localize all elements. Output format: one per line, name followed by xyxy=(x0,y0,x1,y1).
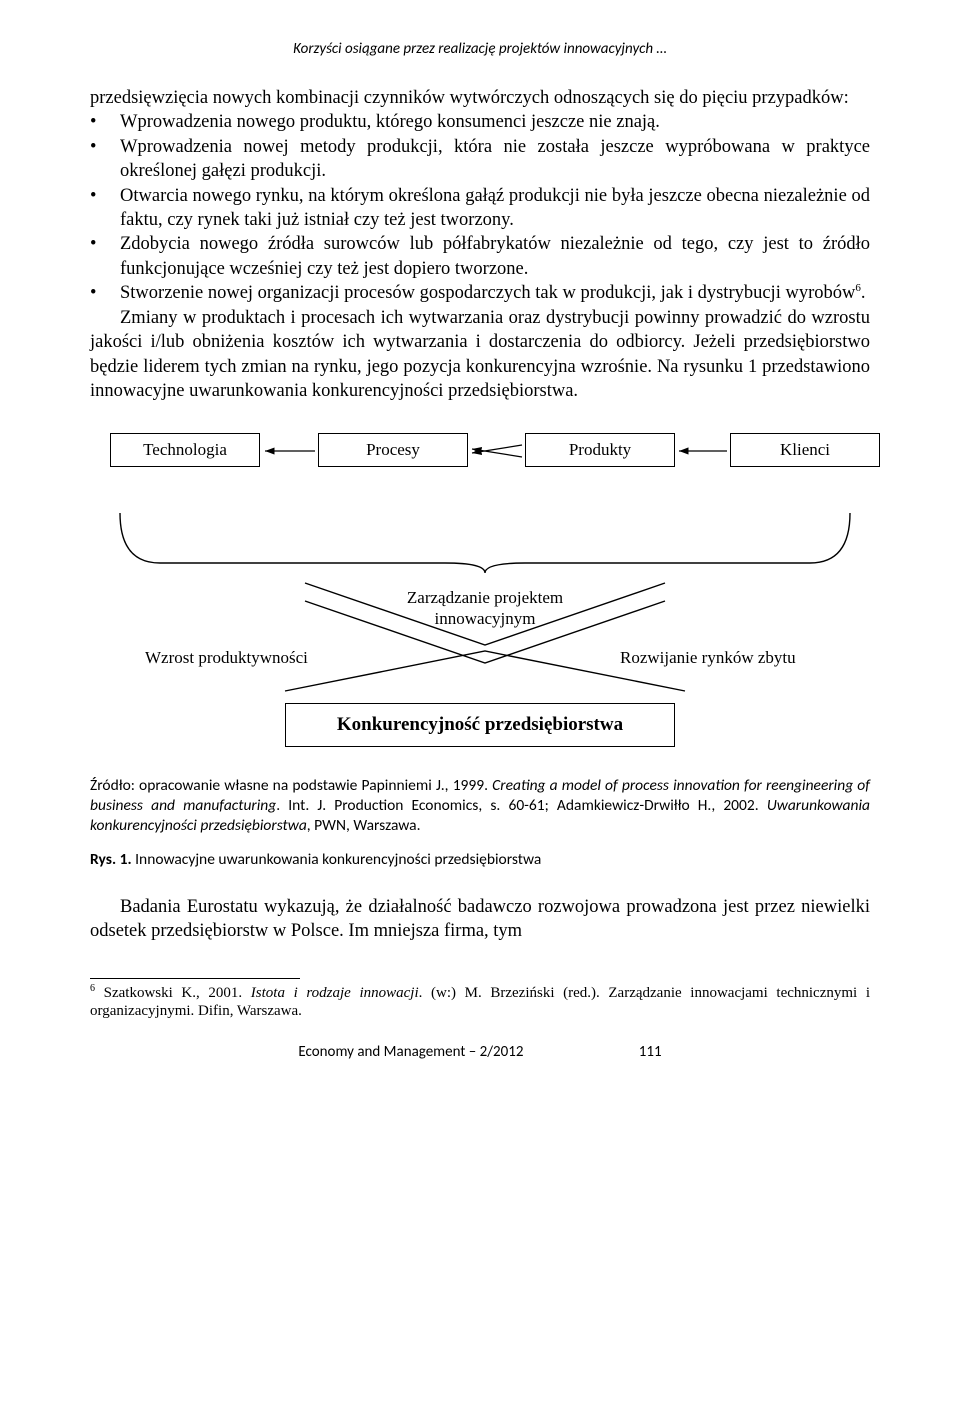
diagram-left-label: Wzrost produktywności xyxy=(145,648,308,668)
bullet-text: Stworzenie nowej organizacji procesów go… xyxy=(120,283,855,303)
after-figure-text: Badania Eurostatu wykazują, że działalno… xyxy=(90,895,870,944)
diagram-node-technologia: Technologia xyxy=(110,433,260,467)
footer-journal: Economy and Management – 2/2012 xyxy=(298,1043,523,1061)
footer-page-number: 111 xyxy=(639,1043,662,1061)
bullet-item: Wprowadzenia nowej metody produkcji, któ… xyxy=(90,135,870,184)
bullet-item: Stworzenie nowej organizacji procesów go… xyxy=(90,281,870,306)
footnote-italic: Istota i rodzaje innowacji xyxy=(251,985,419,1001)
figure-source: Źródło: opracowanie własne na podstawie … xyxy=(90,776,870,835)
figure-label: Rys. 1. xyxy=(90,850,132,869)
bullet-list: Wprowadzenia nowego produktu, którego ko… xyxy=(90,110,870,305)
after-figure-paragraph: Badania Eurostatu wykazują, że działalno… xyxy=(90,895,870,944)
diagram-mid-label: Zarządzanie projektem innowacyjnym xyxy=(385,588,585,629)
diagram-node-procesy: Procesy xyxy=(318,433,468,467)
running-header: Korzyści osiągane przez realizację proje… xyxy=(90,40,870,58)
bullet-item: Otwarcia nowego rynku, na którym określo… xyxy=(90,184,870,233)
footnote: 6 Szatkowski K., 2001. Istota i rodzaje … xyxy=(90,983,870,1022)
figure-caption-text: Innowacyjne uwarunkowania konkurencyjnoś… xyxy=(132,850,542,869)
bullet-item: Wprowadzenia nowego produktu, którego ko… xyxy=(90,110,870,134)
source-tail: , PWN, Warszawa. xyxy=(307,816,421,835)
paragraph-2: Zmiany w produktach i procesach ich wytw… xyxy=(90,306,870,404)
diagram-node-klienci: Klienci xyxy=(730,433,880,467)
intro-line: przedsięwzięcia nowych kombinacji czynni… xyxy=(90,86,870,110)
footnote-separator xyxy=(90,978,300,979)
source-prefix: Źródło: opracowanie własne na podstawie … xyxy=(90,776,492,795)
bullet-item: Zdobycia nowego źródła surowców lub półf… xyxy=(90,232,870,281)
diagram-node-produkty: Produkty xyxy=(525,433,675,467)
diagram-right-label: Rozwijanie rynków zbytu xyxy=(620,648,796,668)
figure-caption: Rys. 1. Innowacyjne uwarunkowania konkur… xyxy=(90,850,870,869)
figure-diagram: Technologia Procesy Produkty Klienci Zar… xyxy=(90,433,870,758)
diagram-bottom-node: Konkurencyjność przedsiębiorstwa xyxy=(285,703,675,747)
body-block: przedsięwzięcia nowych kombinacji czynni… xyxy=(90,86,870,403)
source-mid: . Int. J. Production Economics, s. 60-61… xyxy=(276,796,767,815)
footnote-pre: Szatkowski K., 2001. xyxy=(95,985,251,1001)
page-footer: Economy and Management – 2/2012 111 xyxy=(90,1043,870,1061)
bullet-tail: . xyxy=(861,283,866,303)
